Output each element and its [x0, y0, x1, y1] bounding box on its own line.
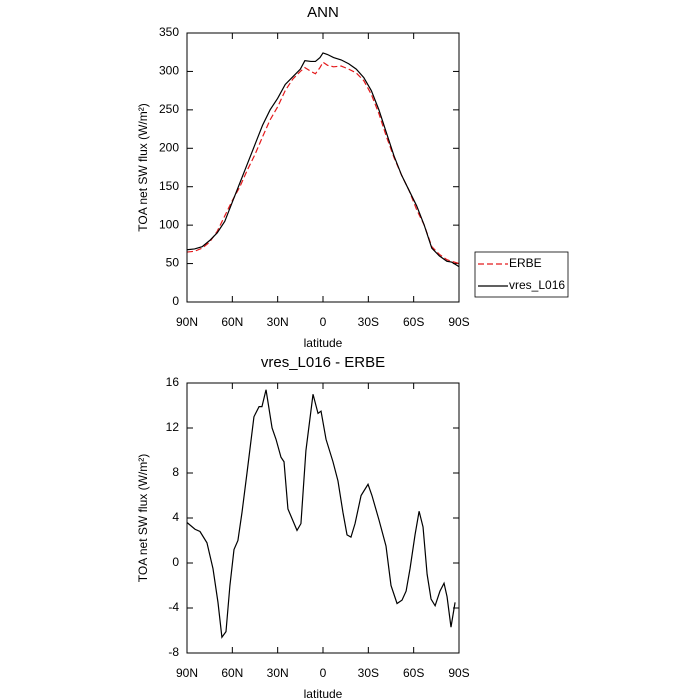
y-tick-label: 4 — [172, 510, 179, 524]
chart-title: vres_L016 - ERBE — [261, 354, 385, 371]
chart-title: ANN — [307, 4, 339, 21]
x-tick-label: 30S — [358, 666, 379, 680]
x-tick-label: 0 — [320, 666, 327, 680]
y-tick-label: 50 — [166, 256, 180, 270]
x-tick-label: 90N — [176, 666, 198, 680]
x-axis-label: latitude — [304, 687, 343, 700]
x-axis-label: latitude — [304, 336, 343, 350]
x-tick-label: 30S — [358, 315, 379, 329]
y-tick-label: 300 — [159, 64, 179, 78]
legend-label: vres_L016 — [509, 278, 565, 292]
plot-frame — [186, 382, 460, 654]
y-axis-label: TOA net SW flux (W/m²) — [136, 103, 150, 231]
legend-label: ERBE — [509, 256, 542, 270]
y-tick-label: 250 — [159, 102, 179, 116]
x-tick-label: 30N — [267, 315, 289, 329]
x-tick-label: 30N — [267, 666, 289, 680]
y-axis-label: TOA net SW flux (W/m²) — [136, 454, 150, 582]
x-tick-label: 60S — [403, 666, 424, 680]
y-tick-label: 150 — [159, 179, 179, 193]
y-tick-label: 8 — [172, 465, 179, 479]
y-tick-label: 350 — [159, 25, 179, 39]
data-line — [186, 389, 456, 639]
legend-box — [474, 251, 569, 298]
x-tick-label: 60S — [403, 315, 424, 329]
y-tick-label: -8 — [168, 645, 179, 659]
y-tick-label: 0 — [172, 555, 179, 569]
y-tick-label: 100 — [159, 217, 179, 231]
y-tick-label: 200 — [159, 140, 179, 154]
x-tick-label: 90N — [176, 315, 198, 329]
plot-frame — [186, 32, 460, 303]
x-tick-label: 90S — [448, 315, 469, 329]
y-tick-label: -4 — [168, 600, 179, 614]
x-tick-label: 90S — [448, 666, 469, 680]
x-tick-label: 0 — [320, 315, 327, 329]
data-line — [186, 61, 460, 265]
x-tick-label: 60N — [221, 315, 243, 329]
y-tick-label: 0 — [172, 294, 179, 308]
data-line — [186, 52, 460, 268]
x-tick-label: 60N — [221, 666, 243, 680]
y-tick-label: 12 — [166, 420, 180, 434]
y-tick-label: 16 — [166, 375, 180, 389]
